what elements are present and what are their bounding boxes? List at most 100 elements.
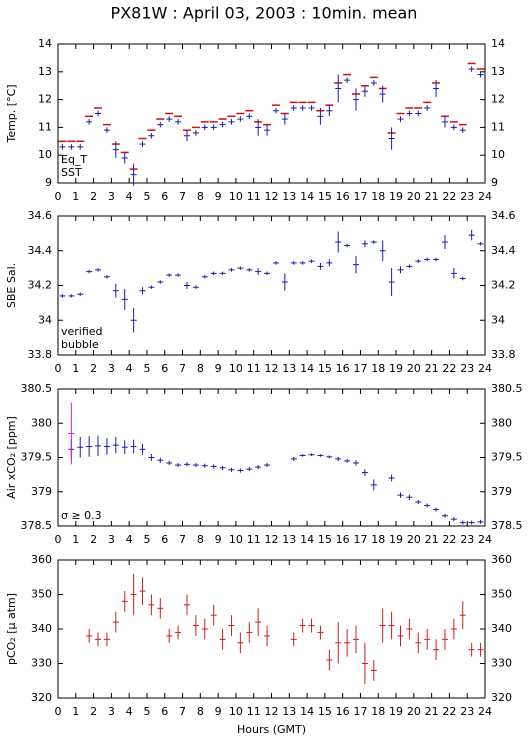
data-point xyxy=(335,231,342,253)
data-point xyxy=(299,261,306,265)
data-point xyxy=(103,127,110,133)
data-point xyxy=(121,152,128,164)
data-point xyxy=(290,261,297,265)
data-point xyxy=(192,462,199,468)
data-point xyxy=(388,611,395,640)
data-point xyxy=(130,573,137,616)
x-tick-label: 21 xyxy=(425,533,439,546)
x-tick-label: 22 xyxy=(442,362,456,375)
x-tick-label: 10 xyxy=(229,533,243,546)
data-point xyxy=(228,615,235,636)
x-tick-label: 20 xyxy=(407,705,421,718)
data-point xyxy=(103,275,110,279)
y-tick-label: 12 xyxy=(491,93,505,106)
data-point xyxy=(264,462,271,468)
x-tick-label: 3 xyxy=(108,362,115,375)
data-point xyxy=(183,462,190,467)
x-tick-label: 19 xyxy=(389,533,403,546)
x-tick-label: 23 xyxy=(460,190,474,203)
x-tick-label: 2 xyxy=(90,705,97,718)
data-point xyxy=(130,163,137,186)
x-tick-label: 14 xyxy=(300,705,314,718)
data-point xyxy=(219,271,226,276)
y-tick-label: 350 xyxy=(31,588,52,601)
data-point xyxy=(299,454,306,457)
x-tick-label: 7 xyxy=(179,533,186,546)
data-point xyxy=(157,597,164,619)
data-point xyxy=(148,285,155,289)
data-point xyxy=(272,261,279,265)
data-point xyxy=(370,479,377,491)
x-tick-label: 22 xyxy=(442,705,456,718)
data-point xyxy=(397,116,404,122)
x-tick-label: 7 xyxy=(179,362,186,375)
x-tick-label: 10 xyxy=(229,190,243,203)
x-tick-label: 17 xyxy=(353,362,367,375)
data-point xyxy=(210,604,217,626)
x-tick-label: 18 xyxy=(371,533,385,546)
y-tick-label: 11 xyxy=(38,120,52,133)
x-tick-label: 8 xyxy=(197,362,204,375)
x-tick-label: 1 xyxy=(72,362,79,375)
data-point xyxy=(201,463,208,468)
x-tick-label: 20 xyxy=(407,190,421,203)
y-tick-label: 13 xyxy=(491,65,505,78)
x-tick-label: 15 xyxy=(318,190,332,203)
data-point xyxy=(166,460,173,466)
data-point xyxy=(477,642,484,657)
data-point xyxy=(370,80,377,86)
x-tick-label: 6 xyxy=(161,705,168,718)
x-tick-label: 7 xyxy=(179,190,186,203)
data-point xyxy=(77,292,84,296)
y-axis-label: SBE Sal. xyxy=(5,263,18,308)
y-tick-label: 340 xyxy=(491,622,512,635)
data-point xyxy=(237,468,244,473)
data-point xyxy=(139,287,146,295)
data-point xyxy=(148,132,155,139)
data-point xyxy=(121,440,128,455)
data-point xyxy=(326,105,333,117)
data-point xyxy=(281,113,288,125)
data-point xyxy=(317,262,324,270)
data-point xyxy=(201,275,208,279)
data-point xyxy=(424,105,431,111)
x-tick-label: 3 xyxy=(108,190,115,203)
data-point xyxy=(112,436,119,454)
data-point xyxy=(433,507,440,512)
x-tick-label: 0 xyxy=(55,190,62,203)
data-point xyxy=(157,457,164,463)
y-tick-label: 10 xyxy=(38,148,52,161)
legend-entry: bubble xyxy=(61,338,99,351)
x-tick-label: 13 xyxy=(282,705,296,718)
x-tick-label: 14 xyxy=(300,190,314,203)
x-tick-label: 13 xyxy=(282,190,296,203)
data-point xyxy=(450,268,457,279)
data-point xyxy=(59,294,66,298)
x-tick-label: 9 xyxy=(215,533,222,546)
y-tick-label: 379.5 xyxy=(21,451,53,464)
data-point xyxy=(326,455,333,459)
data-point xyxy=(157,121,164,128)
data-point xyxy=(361,642,368,685)
x-tick-label: 24 xyxy=(478,190,492,203)
x-tick-label: 21 xyxy=(425,705,439,718)
data-point xyxy=(175,273,182,277)
data-point xyxy=(379,240,386,262)
data-point xyxy=(477,242,484,246)
y-tick-label: 34 xyxy=(491,313,505,326)
data-point xyxy=(95,268,102,272)
data-point xyxy=(450,124,457,131)
y-tick-label: 34.6 xyxy=(28,209,53,222)
data-point xyxy=(335,74,342,103)
data-point xyxy=(477,519,484,524)
data-point xyxy=(397,625,404,647)
x-tick-label: 22 xyxy=(442,190,456,203)
x-tick-label: 0 xyxy=(55,705,62,718)
x-tick-label: 12 xyxy=(265,362,279,375)
x-tick-label: 6 xyxy=(161,190,168,203)
x-tick-label: 18 xyxy=(371,705,385,718)
data-point xyxy=(459,520,466,525)
data-point xyxy=(441,116,448,128)
data-point xyxy=(68,144,75,150)
data-point xyxy=(361,469,368,476)
